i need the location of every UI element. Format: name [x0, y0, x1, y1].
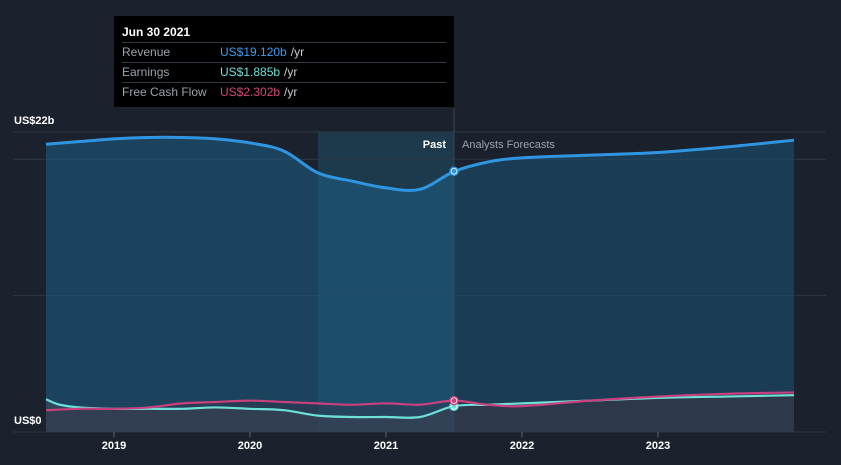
tooltip-row-fcf: Free Cash Flow US$2.302b /yr: [122, 83, 446, 102]
tooltip-unit: /yr: [284, 85, 298, 99]
x-tick-label: 2022: [510, 440, 534, 452]
tooltip-value: US$2.302b: [220, 85, 281, 99]
tooltip-value: US$19.120b: [220, 45, 287, 59]
series-area: [46, 395, 794, 432]
series-area: [46, 392, 794, 432]
y-axis-label-min: US$0: [14, 415, 42, 427]
data-point-marker-dot: [451, 398, 457, 404]
tooltip-label: Earnings: [122, 65, 170, 79]
hover-tooltip: Jun 30 2021 Revenue US$19.120b /yr Earni…: [114, 16, 454, 107]
past-label: Past: [423, 139, 447, 151]
x-tick-label: 2019: [102, 440, 126, 452]
series-line: [45, 135, 795, 192]
forecast-overlay: [454, 132, 794, 432]
tooltip-value: US$1.885b: [220, 65, 281, 79]
y-axis-label-max: US$22b: [14, 115, 55, 127]
tooltip-label: Revenue: [122, 45, 171, 59]
series-line: [45, 391, 795, 412]
tooltip-unit: /yr: [290, 45, 305, 59]
x-tick-label: 2023: [646, 440, 670, 452]
data-point-marker-dot: [451, 168, 457, 174]
tooltip-unit: /yr: [284, 65, 298, 79]
series-area: [46, 137, 794, 432]
tooltip-row-revenue: Revenue US$19.120b /yr: [122, 43, 446, 63]
tooltip-date: Jun 30 2021: [122, 23, 446, 43]
x-tick-label: 2020: [238, 440, 262, 452]
tooltip-row-earnings: Earnings US$1.885b /yr: [122, 63, 446, 83]
tooltip-label: Free Cash Flow: [122, 85, 207, 99]
forecast-label: Analysts Forecasts: [462, 139, 555, 151]
x-tick-label: 2021: [374, 440, 398, 452]
